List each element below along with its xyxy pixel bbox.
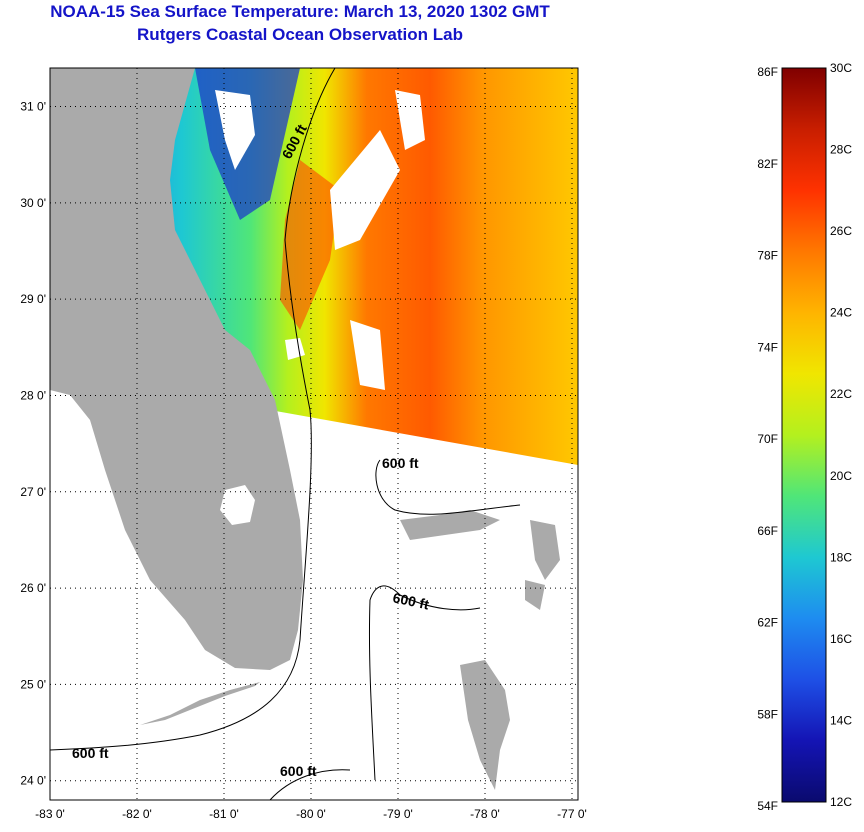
contour-label: 600 ft bbox=[72, 745, 109, 761]
colorbar-celsius-label: 18C bbox=[830, 550, 852, 564]
andros-island bbox=[460, 660, 510, 790]
longitude-tick-label: -82 0' bbox=[122, 807, 152, 821]
cloud-patch bbox=[330, 130, 400, 250]
colorbar-celsius-label: 20C bbox=[830, 469, 852, 483]
colorbar-fahrenheit-label: 78F bbox=[757, 249, 778, 263]
florida-keys bbox=[140, 682, 260, 725]
contour-line-600ft bbox=[375, 459, 521, 515]
colorbar-ramp bbox=[781, 67, 827, 803]
contour-line-600ft bbox=[269, 769, 351, 800]
colorbar-celsius-label: 30C bbox=[830, 61, 852, 75]
colorbar-fahrenheit-label: 74F bbox=[757, 340, 778, 354]
colorbar-celsius-label: 12C bbox=[830, 795, 852, 809]
cloud-patch bbox=[215, 90, 255, 170]
colorbar-celsius-labels: 30C 28C 26C 24C 22C 20C 18C 16C 14C 12C bbox=[830, 61, 852, 809]
latitude-tick-label: 26 0' bbox=[20, 581, 46, 595]
map-frame bbox=[49, 67, 579, 801]
latitude-labels: 31 0' 30 0' 29 0' 28 0' 27 0' 26 0' 25 0' 24 0' bbox=[20, 100, 46, 788]
colorbar-celsius-label: 26C bbox=[830, 224, 852, 238]
chart-title: NOAA-15 Sea Surface Temperature: March 1… bbox=[50, 2, 550, 21]
latitude-tick-label: 27 0' bbox=[20, 485, 46, 499]
lake-okeechobee bbox=[220, 485, 255, 525]
chart-subtitle: Rutgers Coastal Ocean Observation Lab bbox=[137, 25, 463, 44]
latitude-tick-label: 29 0' bbox=[20, 292, 46, 306]
latitude-tick-label: 24 0' bbox=[20, 774, 46, 788]
contour-label: 600 ft bbox=[280, 763, 317, 779]
cloud-patch bbox=[350, 320, 385, 390]
sst-map: 31 0' 30 0' 29 0' 28 0' 27 0' 26 0' 25 0' 24 0'… bbox=[20, 67, 587, 821]
colorbar-celsius-label: 16C bbox=[830, 632, 852, 646]
latitude-tick-label: 28 0' bbox=[20, 388, 46, 402]
longitude-tick-label: -77 0' bbox=[557, 807, 587, 821]
colorbar-fahrenheit-label: 66F bbox=[757, 524, 778, 538]
latitude-tick-label: 31 0' bbox=[20, 100, 46, 114]
colorbar-celsius-label: 28C bbox=[830, 143, 852, 157]
eleuthera bbox=[525, 580, 545, 610]
longitude-tick-label: -78 0' bbox=[470, 807, 500, 821]
colorbar-celsius-label: 14C bbox=[830, 713, 852, 727]
grand-bahama bbox=[400, 510, 500, 540]
colorbar-fahrenheit-label: 70F bbox=[757, 432, 778, 446]
longitude-tick-label: -80 0' bbox=[296, 807, 326, 821]
contour-line-600ft bbox=[50, 68, 336, 751]
colorbar-celsius-label: 24C bbox=[830, 306, 852, 320]
colorbar: 86F 82F 78F 74F 70F 66F 62F 58F 54F 30C 28C 26C 24C… bbox=[757, 61, 852, 813]
contour-label: 600 ft bbox=[382, 455, 419, 471]
colorbar-fahrenheit-label: 82F bbox=[757, 157, 778, 171]
longitude-tick-label: -81 0' bbox=[209, 807, 239, 821]
colorbar-fahrenheit-label: 54F bbox=[757, 799, 778, 813]
latitude-tick-label: 25 0' bbox=[20, 677, 46, 691]
colorbar-celsius-label: 22C bbox=[830, 387, 852, 401]
latitude-tick-label: 30 0' bbox=[20, 196, 46, 210]
longitude-tick-label: -79 0' bbox=[383, 807, 413, 821]
contour-line-600ft bbox=[368, 585, 481, 781]
longitude-tick-label: -83 0' bbox=[35, 807, 65, 821]
cloud-patch bbox=[395, 90, 425, 150]
abaco-island bbox=[530, 520, 560, 580]
colorbar-fahrenheit-label: 58F bbox=[757, 707, 778, 721]
colorbar-fahrenheit-labels: 86F 82F 78F 74F 70F 66F 62F 58F 54F bbox=[757, 65, 778, 813]
colorbar-fahrenheit-label: 86F bbox=[757, 65, 778, 79]
contour-label: 600 ft bbox=[391, 589, 430, 612]
longitude-labels: -83 0' -82 0' -81 0' -80 0' -79 0' -78 0' -77 … bbox=[35, 807, 587, 821]
colorbar-fahrenheit-label: 62F bbox=[757, 616, 778, 630]
graticule bbox=[49, 68, 578, 800]
